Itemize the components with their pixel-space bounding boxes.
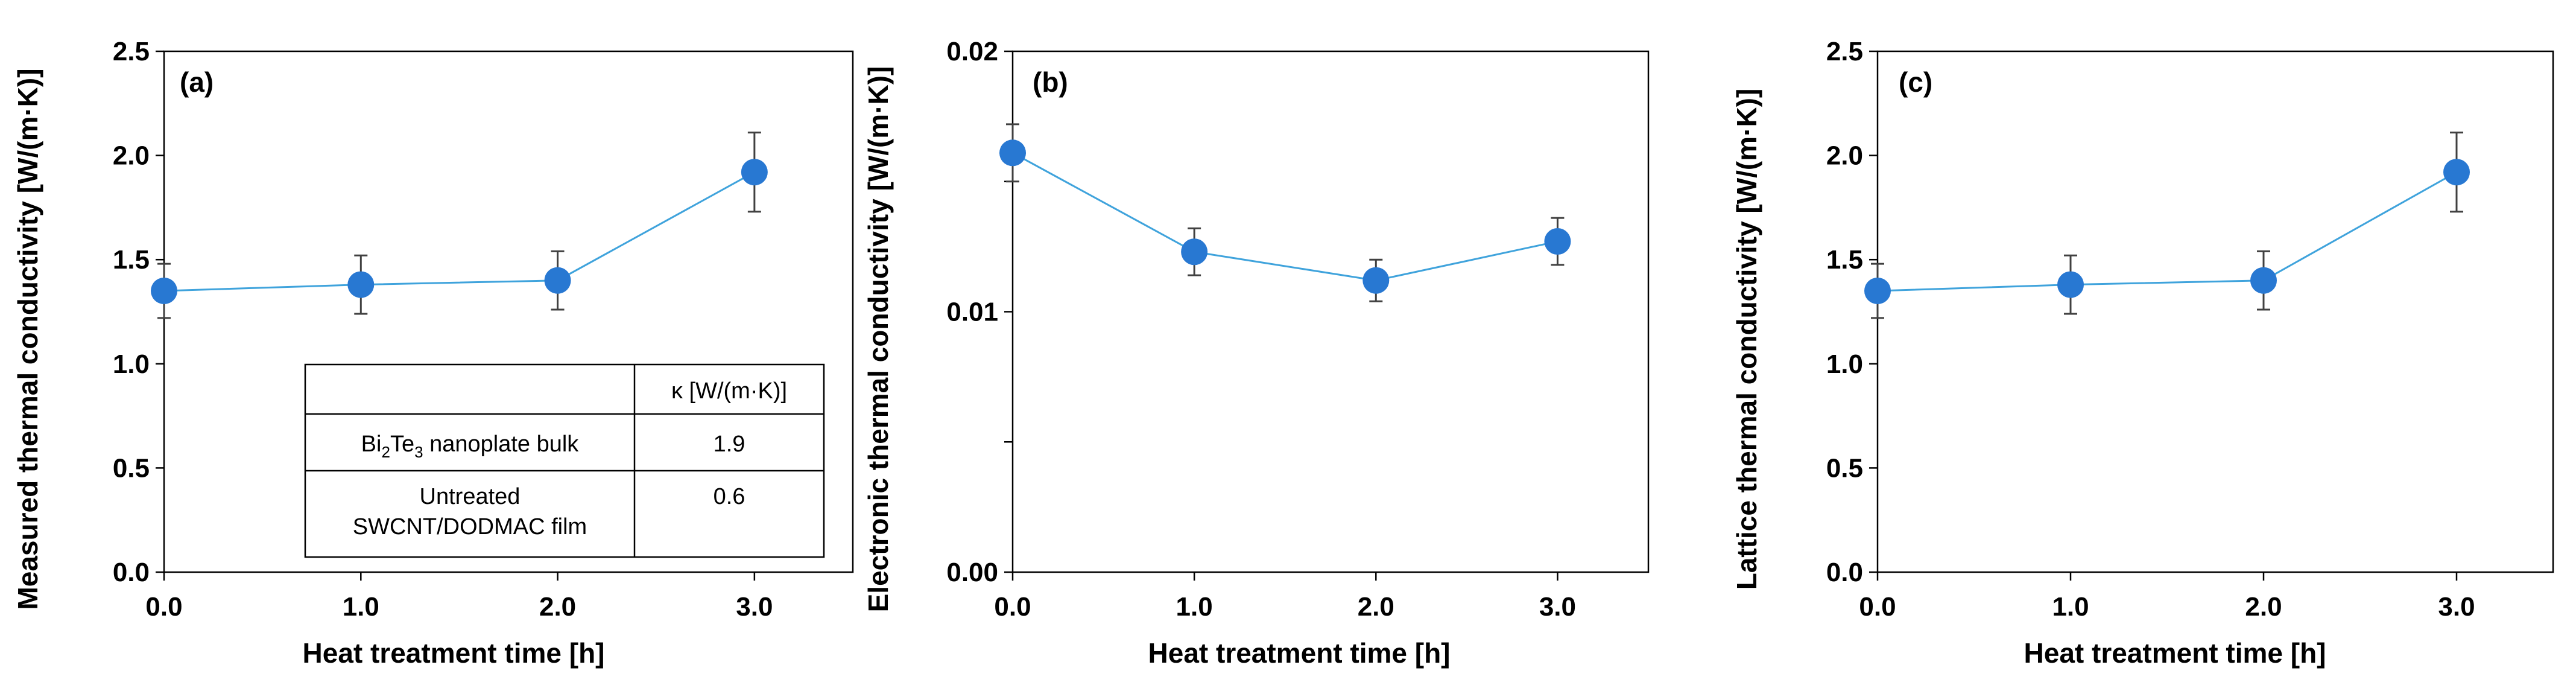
table-row-1-name: Bi2Te3 nanoplate bulk (361, 432, 580, 461)
x-tick-label-b: 3.0 (1539, 592, 1576, 622)
y-tick-label-c: 2.5 (1826, 37, 1863, 66)
panel-label-a: (a) (180, 66, 214, 98)
data-point-a (347, 271, 375, 298)
x-tick-label-c: 0.0 (1859, 592, 1896, 622)
y-tick-label-a: 0.5 (113, 453, 150, 483)
table-row-2-name-line1: Untreated (420, 484, 521, 509)
panel-c: 0.0 0.5 1.0 1.5 2.0 2.5 0.0 1.0 2.0 3.0 (c) Heat… (1731, 37, 2554, 669)
y-tick-label-c: 0.5 (1826, 453, 1863, 483)
series-line-c (1877, 171, 2457, 292)
x-axis-title-b: Heat treatment time [h] (1148, 637, 1451, 669)
table-border (304, 363, 825, 558)
x-tick-label-a: 2.0 (539, 592, 576, 622)
x-tick-label-a: 1.0 (343, 592, 379, 622)
series-c (1864, 132, 2470, 319)
table-row-2-name-line2: SWCNT/DODMAC film (353, 514, 587, 540)
x-tick-label-c: 1.0 (2052, 592, 2089, 622)
series-line-b (1012, 151, 1558, 282)
panel-b: 0.00 0.01 0.02 0.0 1.0 2.0 3.0 (b) Heat treat… (862, 37, 1650, 669)
y-tick-label-a: 2.0 (113, 141, 150, 171)
y-axis-title-b: Electronic thermal conductivity [W/(m·K)… (862, 66, 894, 613)
series-b (999, 123, 1571, 302)
y-tick-label-c: 1.5 (1826, 245, 1863, 275)
y-tick-label-b: 0.00 (946, 558, 998, 587)
x-tick-label-b: 0.0 (994, 592, 1031, 622)
x-tick-label-c: 2.0 (2245, 592, 2282, 622)
series-line-a (163, 171, 755, 292)
data-point-b (1181, 238, 1208, 266)
data-point-a (741, 159, 768, 186)
x-axis-c: 0.0 1.0 2.0 3.0 (1859, 572, 2475, 622)
y-axis-a: 0.0 0.5 1.0 1.5 2.0 2.5 (113, 37, 164, 587)
x-axis-b: 0.0 1.0 2.0 3.0 (994, 572, 1576, 622)
formula-base: Bi (361, 432, 382, 457)
data-point-c (2443, 159, 2470, 186)
x-tick-label-b: 1.0 (1176, 592, 1213, 622)
x-axis-title-c: Heat treatment time [h] (2024, 637, 2326, 669)
data-point-c (2250, 267, 2277, 294)
table-row-2-value: 0.6 (714, 484, 745, 509)
y-axis-title-a: Measured thermal conductivity [W/(m·K)] (12, 68, 43, 610)
y-tick-label-a: 0.0 (113, 558, 150, 587)
y-tick-label-c: 0.0 (1826, 558, 1863, 587)
formula-subscript: 3 (414, 443, 423, 461)
inset-table: κ [W/(m·K)] Bi2Te3 nanoplate bulk 1.9 Un… (304, 363, 825, 558)
formula-tail: nanoplate bulk (423, 432, 580, 457)
data-point-c (2057, 271, 2084, 298)
y-axis-b: 0.00 0.01 0.02 (946, 37, 1013, 587)
y-tick-label-c: 1.0 (1826, 349, 1863, 379)
data-point-a (544, 267, 571, 294)
series-a (151, 132, 768, 319)
data-point-b (1544, 228, 1571, 255)
data-point-b (1362, 267, 1390, 294)
y-tick-label-a: 2.5 (113, 37, 150, 66)
x-tick-label-b: 2.0 (1358, 592, 1394, 622)
x-tick-label-c: 3.0 (2438, 592, 2475, 622)
plot-frame-b (1011, 50, 1650, 573)
table-header-kappa: κ [W/(m·K)] (671, 378, 787, 404)
y-tick-label-c: 2.0 (1826, 141, 1863, 171)
y-tick-label-a: 1.0 (113, 349, 150, 379)
y-tick-label-b: 0.01 (946, 298, 998, 327)
y-axis-c: 0.0 0.5 1.0 1.5 2.0 2.5 (1826, 37, 1878, 587)
data-point-c (1864, 277, 1891, 304)
panel-label-b: (b) (1033, 66, 1068, 98)
x-tick-label-a: 3.0 (736, 592, 773, 622)
formula-subscript: 2 (381, 443, 390, 461)
y-tick-label-a: 1.5 (113, 245, 150, 275)
x-tick-label-a: 0.0 (145, 592, 182, 622)
y-tick-label-b: 0.02 (946, 37, 998, 66)
data-point-a (151, 277, 177, 304)
panel-label-c: (c) (1899, 66, 1932, 98)
y-axis-title-c: Lattice thermal conductivity [W/(m·K)] (1731, 89, 1762, 590)
table-row-1-value: 1.9 (714, 432, 745, 457)
formula-mid: Te (390, 432, 414, 457)
panel-a: 0.0 0.5 1.0 1.5 2.0 2.5 0.0 1.0 2.0 3.0 (a) Heat… (12, 37, 854, 669)
data-point-b (999, 139, 1026, 167)
x-axis-a: 0.0 1.0 2.0 3.0 (145, 572, 773, 622)
x-axis-title-a: Heat treatment time [h] (303, 637, 605, 669)
plot-frame-c (1876, 50, 2554, 573)
